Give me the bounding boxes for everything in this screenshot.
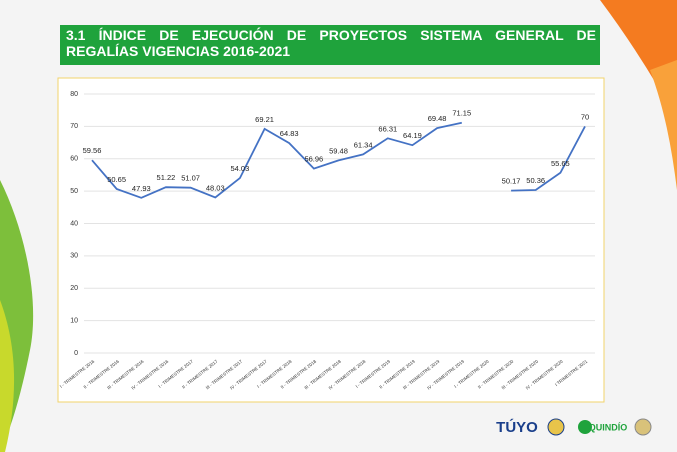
y-tick-label: 20 (70, 285, 78, 292)
logo-seal (547, 418, 565, 436)
data-label: 61.34 (354, 140, 373, 149)
chart-title: 3.1 ÍNDICE DE EJECUCIÓN DE PROYECTOS SIS… (66, 27, 596, 59)
data-label: 50.36 (526, 176, 545, 185)
data-label: 55.65 (551, 159, 570, 168)
data-line (91, 121, 586, 199)
y-tick-label: 10 (70, 317, 78, 324)
logo-dot (578, 420, 592, 434)
data-label: 47.93 (132, 184, 151, 193)
y-tick-label: 80 (70, 91, 78, 98)
data-label: 69.48 (428, 114, 447, 123)
data-label: 64.83 (280, 129, 299, 138)
decor-orange-2 (650, 60, 677, 190)
title-banner (60, 25, 600, 65)
y-tick-label: 40 (70, 220, 78, 227)
logo-seal (634, 418, 652, 436)
data-label: 71.15 (452, 109, 471, 118)
y-tick-label: 30 (70, 253, 78, 260)
data-label: 64.19 (403, 131, 422, 140)
y-tick-label: 70 (70, 123, 78, 130)
chart-frame (57, 77, 605, 403)
decor-orange (600, 0, 677, 120)
y-tick-label: 60 (70, 156, 78, 163)
y-tick-label: 0 (74, 350, 78, 357)
data-label: 69.21 (255, 115, 274, 124)
data-label: 48.03 (206, 183, 225, 192)
logo-text: QUINDÍO (589, 422, 628, 432)
data-label: 50.65 (107, 175, 126, 184)
data-label: 51.22 (157, 173, 176, 182)
data-label: 70 (581, 112, 589, 121)
y-tick-label: 50 (70, 188, 78, 195)
data-label: 56.96 (304, 155, 323, 164)
logo-text: TÚYO (496, 418, 538, 436)
title-box: 3.1 ÍNDICE DE EJECUCIÓN DE PROYECTOS SIS… (66, 27, 596, 59)
data-label: 51.07 (181, 174, 200, 183)
decor-lime (0, 300, 15, 452)
data-label: 66.31 (378, 124, 397, 133)
data-label: 50.17 (502, 177, 521, 186)
data-label: 59.56 (83, 146, 102, 155)
data-label: 54.03 (231, 164, 250, 173)
data-label: 59.48 (329, 146, 348, 155)
